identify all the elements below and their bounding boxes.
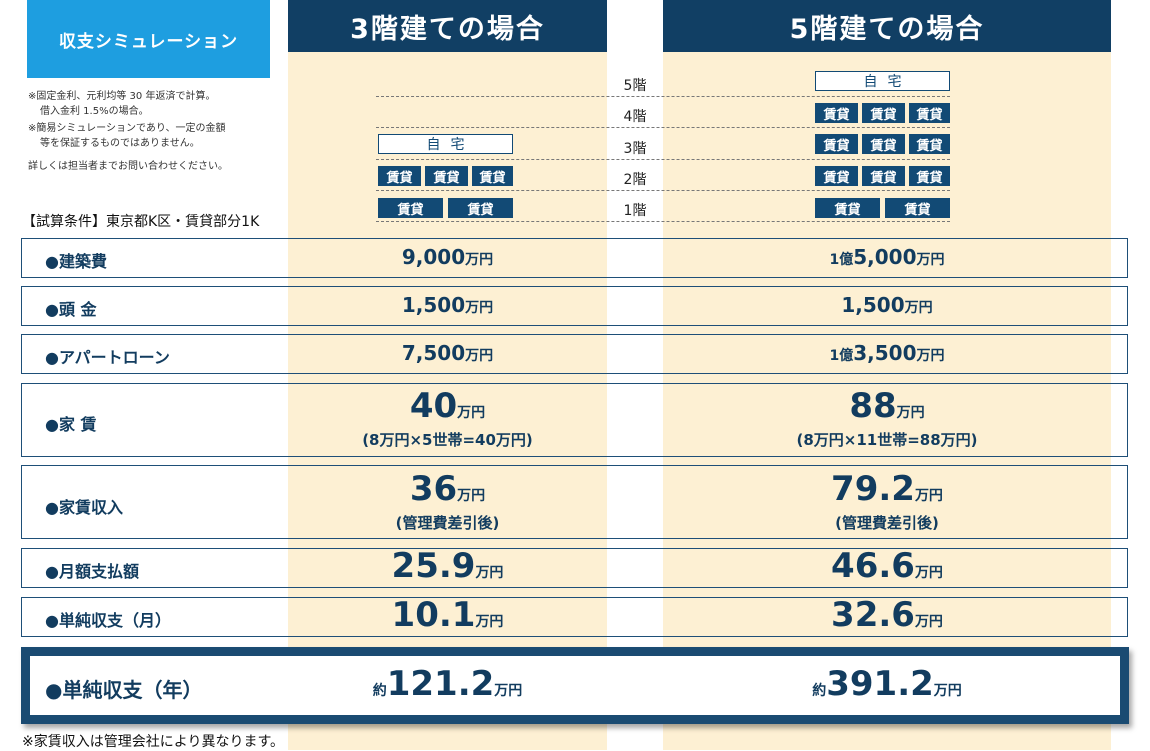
calculation-conditions: 【試算条件】東京都K区・賃貸部分1K	[22, 214, 260, 230]
value-five: 88万円	[849, 386, 925, 426]
row-apartment-loan	[21, 334, 1128, 374]
annual-value-three: 約121.2万円	[372, 664, 523, 704]
rental-unit: 賃貸	[378, 166, 421, 186]
note-line: 等を保証するものではありません。	[40, 138, 200, 149]
value-three: 9,000万円	[401, 245, 494, 269]
rental-unit: 賃貸	[425, 166, 468, 186]
value-five: 1億3,500万円	[829, 341, 945, 365]
floor-divider	[376, 159, 950, 160]
value-five: 1,500万円	[841, 293, 933, 317]
annual-balance-label: ●単純収支（年）	[45, 678, 203, 702]
row-label: ●家賃収入	[45, 498, 123, 517]
value-three: 10.1万円	[391, 595, 504, 635]
value-five-note: (管理費差引後)	[835, 514, 939, 532]
rental-unit: 賃貸	[472, 166, 513, 186]
three-story-header: 3階建ての場合	[288, 0, 607, 52]
value-three: 36万円	[409, 469, 486, 509]
row-construction-cost	[21, 238, 1128, 278]
row-rental-income	[21, 465, 1128, 539]
value-three: 1,500万円	[401, 293, 494, 317]
value-five: 79.2万円	[831, 469, 943, 509]
floor-label-3: 3階	[623, 141, 647, 157]
floor-divider	[376, 127, 950, 128]
rental-unit: 賃貸	[862, 166, 905, 186]
floor-divider	[376, 96, 950, 97]
note-line: ※固定金利、元利均等 30 年返済で計算。	[28, 91, 216, 102]
note-line: ※簡易シミュレーションであり、一定の金額	[28, 123, 226, 134]
value-three: 7,500万円	[401, 341, 494, 365]
row-rent	[21, 383, 1128, 457]
value-three: 40万円	[409, 386, 486, 426]
rental-unit: 賃貸	[378, 198, 443, 218]
rental-unit: 賃貸	[862, 134, 905, 154]
rental-unit: 賃貸	[815, 198, 880, 218]
row-label: ●単純収支（月）	[45, 611, 171, 630]
floor-label-4: 4階	[623, 109, 647, 125]
row-down-payment	[21, 286, 1128, 326]
rental-unit: 賃貸	[448, 198, 513, 218]
row-label: ●家 賃	[45, 415, 97, 434]
rental-unit: 賃貸	[909, 134, 950, 154]
row-monthly-balance	[21, 597, 1128, 637]
simulation-tag: 収支シミュレーション	[27, 0, 270, 78]
annual-value-five: 約391.2万円	[812, 664, 962, 704]
value-three-note: (8万円×5世帯=40万円)	[362, 431, 533, 449]
note-line: 借入金利 1.5%の場合。	[40, 106, 149, 117]
five-story-header: 5階建ての場合	[663, 0, 1111, 52]
value-five: 32.6万円	[831, 595, 943, 635]
row-monthly-payment	[21, 548, 1128, 588]
annual-balance-box	[21, 647, 1129, 724]
rental-unit: 賃貸	[909, 166, 950, 186]
value-five: 46.6万円	[831, 546, 943, 586]
rental-unit: 賃貸	[815, 166, 858, 186]
value-three: 25.9万円	[391, 546, 504, 586]
rental-unit: 賃貸	[815, 103, 858, 123]
floor-divider	[376, 221, 950, 222]
row-label: ●建築費	[45, 252, 107, 271]
row-label: ●アパートローン	[45, 348, 170, 367]
rental-unit: 賃貸	[862, 103, 905, 123]
home-unit: 自宅	[378, 134, 513, 154]
rental-unit: 賃貸	[909, 103, 950, 123]
floor-label-2: 2階	[623, 172, 647, 188]
home-unit: 自宅	[815, 71, 950, 91]
floor-label-1: 1階	[623, 203, 647, 219]
row-label: ●月額支払額	[45, 562, 139, 581]
footnote: ※家賃収入は管理会社により異なります。	[22, 734, 285, 750]
floor-label-5: 5階	[623, 78, 647, 94]
floor-divider	[376, 190, 950, 191]
value-five-note: (8万円×11世帯=88万円)	[796, 431, 978, 449]
rental-unit: 賃貸	[815, 134, 858, 154]
note-line: 詳しくは担当者までお問い合わせください。	[28, 161, 228, 172]
rental-unit: 賃貸	[885, 198, 950, 218]
value-three-note: (管理費差引後)	[395, 514, 500, 532]
value-five: 1億5,000万円	[829, 245, 945, 269]
row-label: ●頭 金	[45, 300, 97, 319]
